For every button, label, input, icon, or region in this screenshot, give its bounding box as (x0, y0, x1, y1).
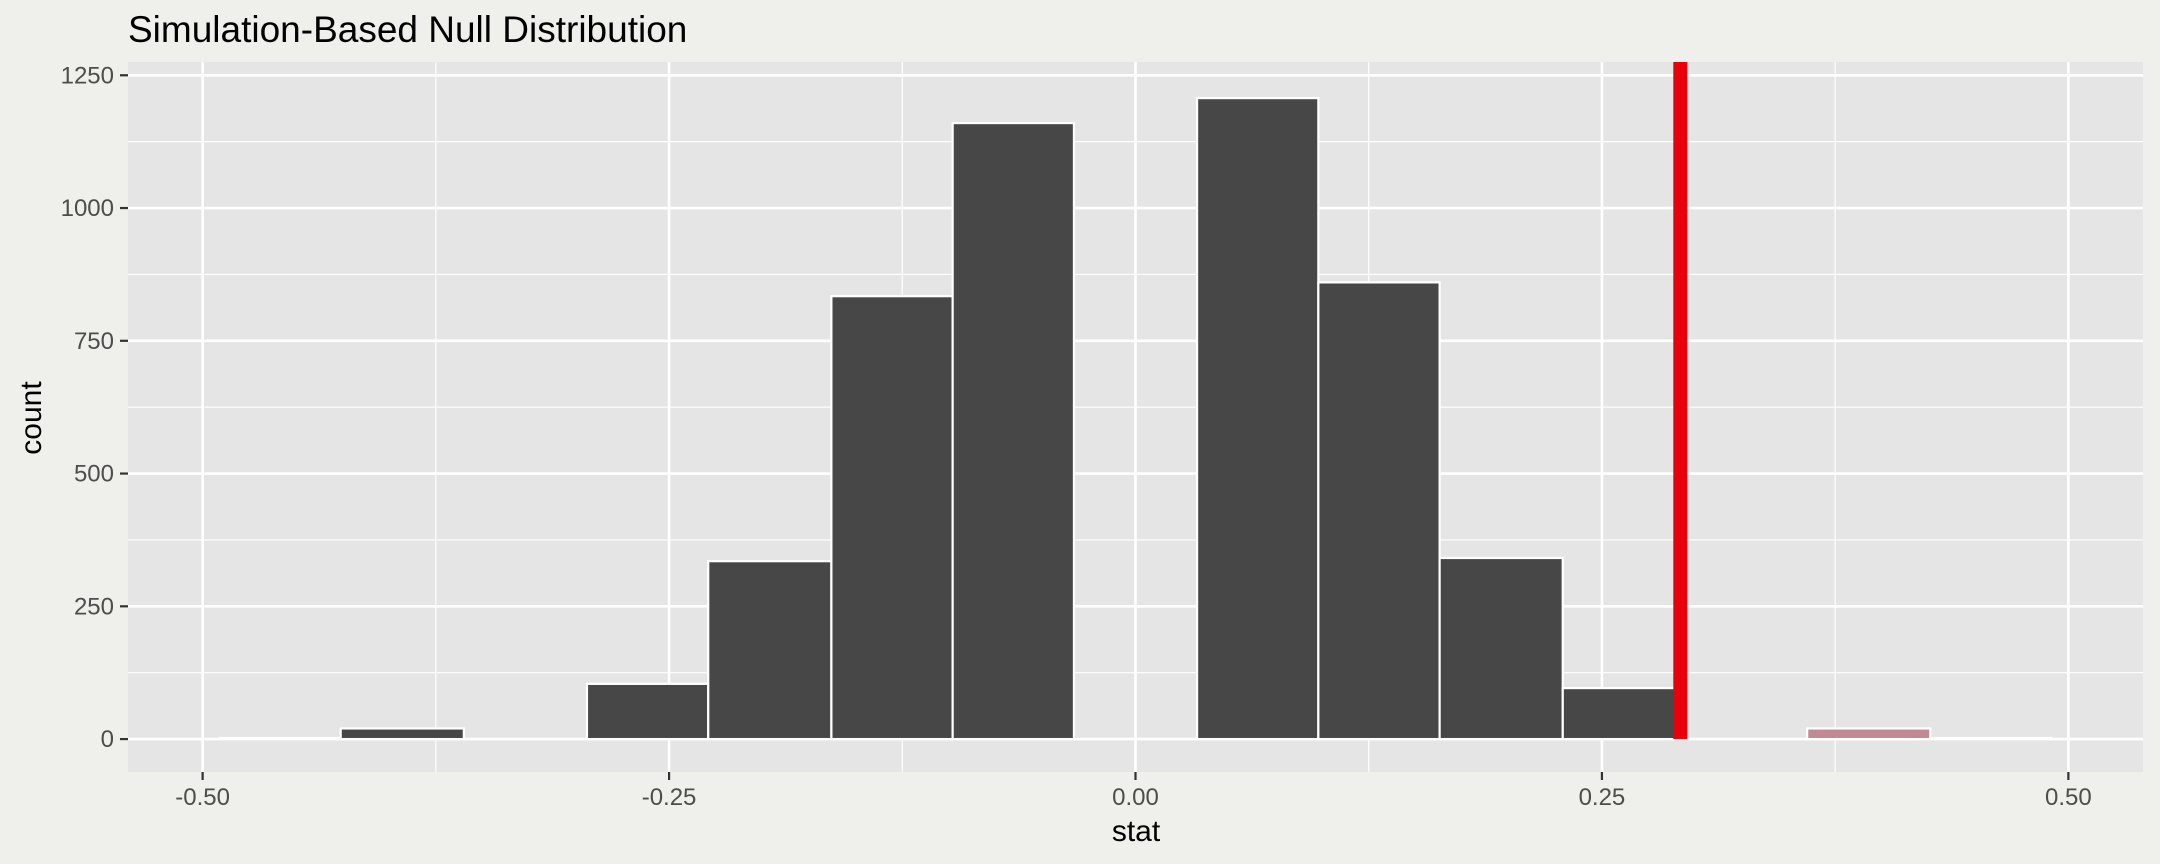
histogram-bar (951, 121, 1076, 741)
histogram-bar (1438, 556, 1564, 741)
y-tick-label: 0 (101, 726, 114, 753)
histogram-bars (218, 97, 2053, 741)
histogram-bar (1195, 97, 1320, 741)
shaded-histogram-bar (1929, 736, 2053, 741)
histogram-bar (707, 560, 833, 741)
x-axis-label: stat (1112, 815, 1161, 848)
x-tick-label: 0.25 (1579, 784, 1626, 811)
histogram-bar (339, 727, 465, 741)
x-tick-label: -0.50 (175, 784, 230, 811)
major-gridlines (128, 62, 2143, 772)
histogram-bar (585, 682, 710, 741)
y-tick-label: 1250 (61, 62, 114, 89)
y-tick-label: 1000 (61, 195, 114, 222)
x-tick-label: 0.00 (1112, 784, 1159, 811)
y-tick-label: 750 (74, 328, 114, 355)
shaded-histogram-bar (1806, 727, 1932, 741)
y-tick-label: 500 (74, 461, 114, 488)
histogram-bar (1561, 686, 1682, 741)
y-axis-label: count (15, 381, 48, 455)
chart-title: Simulation-Based Null Distribution (128, 9, 687, 50)
histogram-bar (830, 295, 954, 741)
axes: -0.50 -0.25 0.00 0.25 0.50 0 250 500 750 1000 1250 (61, 62, 2092, 811)
histogram-bar (218, 736, 342, 741)
x-tick-label: -0.25 (642, 784, 697, 811)
x-tick-label: 0.50 (2045, 784, 2092, 811)
y-tick-label: 250 (74, 593, 114, 620)
histogram-bar (1317, 281, 1441, 741)
